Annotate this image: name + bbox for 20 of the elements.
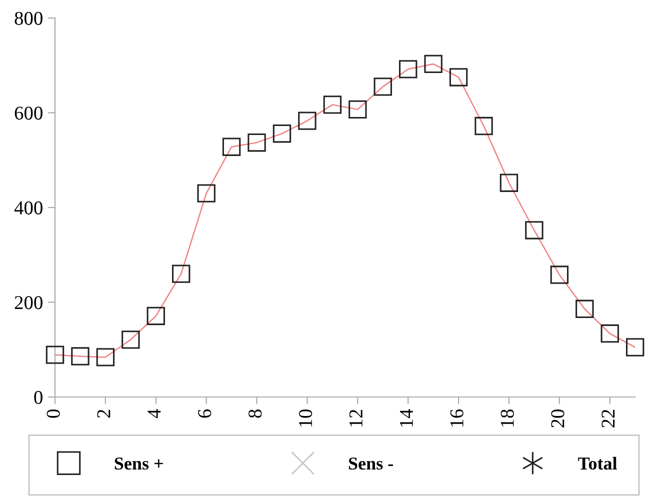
y-tick-label: 600 xyxy=(14,106,42,120)
x-tick-label: 10 xyxy=(298,410,312,427)
y-tick-label: 0 xyxy=(34,390,42,404)
x-tick-label: 8 xyxy=(248,410,262,418)
x-tick-label: 0 xyxy=(46,410,60,418)
x-tick-label: 12 xyxy=(349,410,362,427)
y-tick-label: 800 xyxy=(14,12,42,25)
x-tick-label: 20 xyxy=(551,410,564,428)
legend-label: Sens + xyxy=(114,458,163,470)
y-tick-label: 400 xyxy=(14,201,42,214)
y-tick-label: 200 xyxy=(14,296,42,310)
x-tick-label: 4 xyxy=(148,409,161,418)
x-tick-label: 22 xyxy=(602,410,615,428)
x-tick-label: 6 xyxy=(198,409,212,418)
legend-label: Total xyxy=(578,456,617,470)
x-tick-label: 16 xyxy=(450,409,464,427)
x-tick-label: 2 xyxy=(97,410,110,418)
x-tick-label: 18 xyxy=(500,410,514,427)
legend-label: Sens - xyxy=(348,458,393,470)
x-tick-label: 14 xyxy=(400,409,413,427)
